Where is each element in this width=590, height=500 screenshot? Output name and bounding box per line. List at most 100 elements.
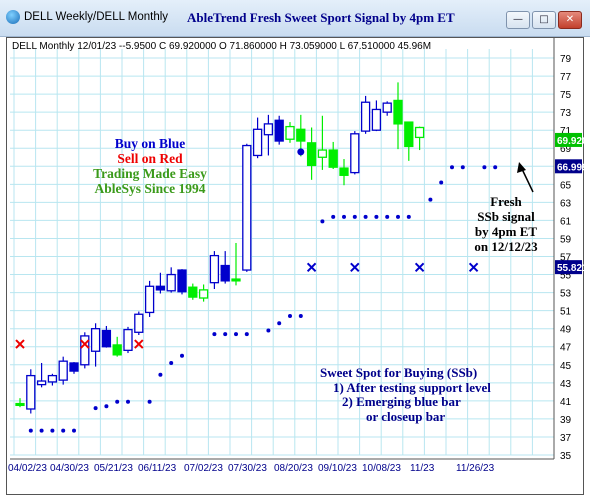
x-tick-label: 09/10/23: [318, 463, 357, 474]
support-dot: [266, 328, 271, 333]
x-tick-label: 04/02/23: [8, 463, 47, 474]
support-dot: [374, 214, 379, 219]
legend-sell: Sell on Red: [117, 151, 183, 166]
window-title: DELL Weekly/DELL Monthly: [24, 11, 169, 23]
candle-body: [134, 313, 144, 333]
x-tick-label: 06/11/23: [138, 463, 177, 474]
y-tick-label: 73: [560, 108, 572, 119]
support-dot: [342, 214, 346, 219]
support-dot: [223, 332, 228, 337]
candle-body: [393, 99, 403, 125]
support-dot: [439, 180, 444, 185]
y-tick-label: 55: [560, 271, 572, 282]
y-tick-label: 63: [560, 198, 572, 209]
y-tick-label: 53: [560, 289, 572, 300]
y-tick-label: 75: [560, 90, 572, 101]
support-dot: [352, 214, 357, 219]
sell-signal-x: [15, 339, 25, 349]
y-tick-label: 35: [560, 451, 572, 462]
support-dot: [363, 214, 368, 219]
support-dot: [158, 372, 163, 377]
support-dot: [126, 399, 130, 404]
price-chart[interactable]: 3537394143454749515355575961636567697173…: [6, 37, 590, 495]
support-dot: [493, 165, 498, 170]
candle-body: [209, 254, 220, 284]
support-dot: [61, 428, 66, 433]
candle-body: [231, 278, 241, 282]
y-tick-label: 57: [560, 253, 572, 264]
y-tick-label: 77: [560, 72, 572, 83]
fresh-line-1: Fresh: [490, 194, 522, 209]
support-dot: [482, 165, 487, 170]
candle-body: [90, 328, 101, 352]
blue-signal-x: [306, 262, 317, 273]
x-tick-label: 04/30/23: [50, 463, 89, 474]
candle-body: [155, 285, 166, 291]
legend-buy: Buy on Blue: [114, 136, 186, 151]
support-dot: [169, 360, 174, 365]
fresh-line-2: SSb signal: [477, 209, 535, 224]
legend-since: AbleSys Since 1994: [94, 181, 206, 196]
support-dot: [385, 214, 390, 219]
chart-header: DELL Monthly 12/01/23 --5.9500 C 69.9200…: [12, 41, 431, 52]
support-dot: [277, 321, 282, 326]
candle-body: [80, 335, 90, 366]
y-tick-label: 47: [560, 343, 572, 354]
candle-body: [144, 285, 155, 314]
x-tick-label: 11/23: [410, 463, 435, 474]
candle-body: [263, 123, 274, 136]
candle-body: [101, 329, 112, 348]
price-tag-box: [555, 159, 582, 174]
price-tag-label: 69.9200: [557, 136, 584, 147]
candle-body: [252, 128, 263, 157]
y-tick-label: 69: [560, 144, 572, 155]
fresh-signal-arrowhead: [517, 162, 526, 173]
support-dot: [180, 353, 184, 358]
y-tick-label: 59: [560, 234, 572, 245]
sell-signal-x: [134, 339, 144, 349]
support-dot: [450, 165, 454, 170]
x-tick-label: 08/20/23: [274, 463, 313, 474]
candle-body: [296, 128, 306, 142]
y-tick-label: 51: [560, 307, 572, 318]
sweet-spot-line-2: 2) Emerging blue bar: [342, 394, 461, 409]
candle-body: [285, 125, 295, 140]
fresh-line-3: by 4pm ET: [474, 224, 538, 239]
candle-body: [317, 149, 328, 158]
sweet-spot-line-1: 1) After testing support level: [333, 379, 491, 395]
support-dot: [28, 428, 33, 433]
sweet-spot-title: Sweet Spot for Buying (SSb): [320, 365, 478, 380]
maximize-button[interactable]: □: [532, 11, 556, 29]
price-tag-box: [555, 260, 582, 275]
candle-body: [339, 167, 349, 176]
fresh-signal-arrow: [521, 168, 534, 193]
y-tick-label: 37: [560, 433, 572, 444]
fresh-line-4: on 12/12/23: [474, 239, 538, 254]
fresh-signal-annotation: Fresh SSb signal by 4pm ET on 12/12/23: [458, 194, 554, 254]
candle-body: [371, 108, 382, 131]
support-dot: [396, 214, 400, 219]
candle-body: [123, 328, 133, 351]
candle-body: [47, 374, 58, 383]
candle-body: [15, 402, 25, 407]
y-tick-label: 65: [560, 180, 572, 191]
minimize-button[interactable]: —: [506, 11, 530, 29]
sweet-spot-annotation: Sweet Spot for Buying (SSb) 1) After tes…: [318, 365, 528, 424]
buy-signal-dot: [297, 148, 305, 156]
candle-body: [382, 102, 392, 113]
chart-frame: 3537394143454749515355575961636567697173…: [6, 37, 590, 495]
candle-body: [112, 344, 122, 356]
y-tick-label: 45: [560, 361, 572, 372]
support-dot: [460, 165, 465, 170]
candle-body: [58, 360, 68, 381]
candle-body: [350, 133, 360, 174]
candle-body: [177, 269, 187, 293]
candle-body: [220, 264, 230, 282]
y-tick-label: 43: [560, 379, 572, 390]
support-dot: [244, 332, 249, 337]
candle-body: [328, 149, 338, 168]
support-dot: [234, 332, 238, 337]
close-button[interactable]: ✕: [558, 11, 582, 29]
support-dot: [406, 214, 411, 219]
support-dot: [428, 197, 433, 202]
